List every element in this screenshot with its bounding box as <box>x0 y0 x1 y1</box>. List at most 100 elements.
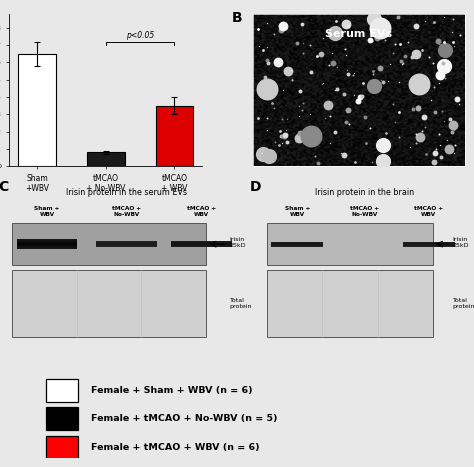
Point <box>401 52 409 60</box>
Point <box>325 61 333 69</box>
Point <box>358 92 365 99</box>
Point <box>268 149 276 156</box>
Point <box>413 50 420 57</box>
Point <box>268 99 275 107</box>
Point <box>255 86 263 94</box>
Point <box>381 36 389 44</box>
Point <box>298 20 305 28</box>
Point <box>436 71 444 79</box>
Point <box>283 138 291 145</box>
Text: Irisin
25kD: Irisin 25kD <box>230 237 246 248</box>
Point <box>274 58 282 65</box>
Point <box>373 34 381 42</box>
Bar <box>17 244 77 245</box>
Bar <box>17 248 77 249</box>
Text: Irisin protein in the serum EVs: Irisin protein in the serum EVs <box>66 188 187 197</box>
Point <box>313 53 321 60</box>
Point <box>299 106 306 114</box>
Point <box>430 83 438 91</box>
Point <box>438 107 446 115</box>
Point <box>414 104 421 111</box>
Point <box>329 59 337 66</box>
Point <box>429 19 437 27</box>
Point <box>451 141 458 149</box>
Point <box>277 26 284 34</box>
Text: Sham +
WBV: Sham + WBV <box>34 206 60 217</box>
Point <box>296 132 303 139</box>
Point <box>345 70 352 78</box>
Point <box>448 28 456 35</box>
Point <box>264 19 271 26</box>
Point <box>451 149 458 157</box>
Text: tMCAO +
No-WBV: tMCAO + No-WBV <box>350 206 380 217</box>
Point <box>430 18 438 25</box>
Point <box>431 108 439 116</box>
Point <box>284 67 292 74</box>
Point <box>344 66 351 74</box>
Point <box>282 126 290 134</box>
Point <box>308 68 315 76</box>
Point <box>379 78 387 86</box>
Point <box>421 123 429 131</box>
Point <box>324 101 332 109</box>
Point <box>263 43 270 50</box>
Point <box>331 129 338 136</box>
Point <box>299 50 307 57</box>
Point <box>396 41 403 48</box>
Point <box>341 45 349 52</box>
Point <box>254 114 262 121</box>
Point <box>435 40 443 48</box>
Text: tMCAO +
WBV: tMCAO + WBV <box>414 206 443 217</box>
Point <box>369 68 377 75</box>
Point <box>449 15 457 23</box>
Point <box>349 71 357 79</box>
Point <box>450 125 457 133</box>
Point <box>292 137 300 145</box>
Point <box>293 131 301 138</box>
Point <box>333 85 340 92</box>
Point <box>344 22 351 29</box>
Bar <box>46 379 78 403</box>
Point <box>377 76 384 84</box>
Point <box>379 157 387 164</box>
Text: Serum EVs: Serum EVs <box>325 29 392 39</box>
Point <box>334 63 341 71</box>
Point <box>362 113 369 121</box>
Point <box>296 87 304 95</box>
Text: tMCAO +
No-WBV: tMCAO + No-WBV <box>112 206 141 217</box>
Point <box>279 86 287 94</box>
Point <box>289 77 296 84</box>
Point <box>259 151 267 158</box>
Point <box>368 37 375 45</box>
Point <box>254 25 262 32</box>
Point <box>279 22 287 30</box>
Point <box>430 158 438 165</box>
Bar <box>17 247 77 248</box>
Point <box>421 18 428 25</box>
Point <box>327 113 334 120</box>
Point <box>415 80 423 88</box>
Point <box>296 129 303 137</box>
Point <box>342 118 349 126</box>
Point <box>412 130 420 138</box>
Point <box>366 36 374 44</box>
Point <box>392 118 399 126</box>
Point <box>416 133 424 141</box>
Text: Female + Sham + WBV (n = 6): Female + Sham + WBV (n = 6) <box>91 386 253 395</box>
Bar <box>17 242 77 243</box>
Point <box>441 46 448 54</box>
Point <box>259 46 267 54</box>
Point <box>258 149 265 157</box>
Point <box>356 93 364 100</box>
Point <box>441 74 448 81</box>
Point <box>376 24 383 32</box>
Text: B: B <box>231 11 242 25</box>
Point <box>382 156 389 163</box>
Point <box>448 128 456 136</box>
Point <box>317 50 325 57</box>
Point <box>428 96 435 104</box>
Point <box>376 64 383 72</box>
Bar <box>17 241 77 242</box>
Point <box>281 66 288 73</box>
Point <box>255 42 263 50</box>
